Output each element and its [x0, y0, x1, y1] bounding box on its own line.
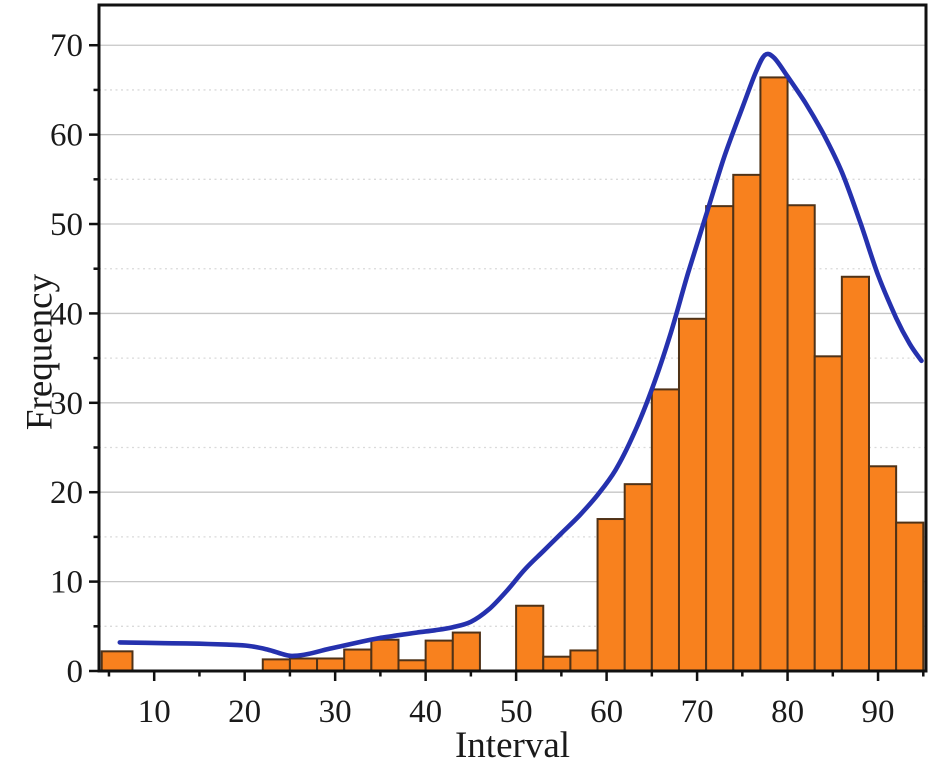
x-tick-label: 80: [771, 694, 804, 730]
histogram-bar: [677, 317, 708, 671]
x-tick-label: 20: [228, 694, 261, 730]
y-tick-labels: 0 10 20 30 40 50 60 70: [50, 28, 83, 690]
x-tick-label: 50: [500, 694, 533, 730]
x-tick-label: 60: [590, 694, 623, 730]
histogram-bar: [397, 659, 427, 671]
x-tick-label: 90: [862, 694, 895, 730]
histogram-bar: [515, 604, 545, 671]
histogram-bar: [623, 483, 653, 671]
plot-frame: [97, 3, 928, 673]
histogram-bar: [343, 648, 373, 671]
distribution-fit-curve: [117, 51, 924, 659]
x-tick-label: 70: [681, 694, 714, 730]
histogram-bar: [596, 518, 626, 671]
y-tick-label: 70: [50, 28, 83, 64]
histogram-bar: [569, 649, 599, 671]
histogram-bar: [786, 204, 816, 671]
histogram-bar: [100, 650, 134, 671]
y-tick-label: 0: [67, 654, 84, 690]
x-tick-labels: 10 20 30 40 50 60 70 80 90: [138, 694, 895, 730]
histogram-bar: [370, 638, 400, 671]
y-tick-label: 10: [50, 565, 83, 601]
histogram-bar: [424, 639, 454, 671]
histogram-bar: [895, 521, 925, 671]
y-tick-label: 20: [50, 475, 83, 511]
histogram-bar: [316, 657, 346, 671]
histogram-bar: [705, 205, 735, 671]
histogram-bar: [650, 388, 680, 671]
histogram-bar: [759, 76, 789, 671]
y-tick-label: 50: [50, 207, 83, 243]
x-axis-title: Interval: [454, 725, 571, 764]
histogram-bar: [451, 631, 481, 671]
y-tick-label: 60: [50, 118, 83, 154]
axis-ticks: [89, 43, 925, 681]
y-axis-title: Frequency: [19, 273, 61, 431]
y-tick-label: 40: [50, 296, 83, 332]
x-tick-label: 30: [319, 694, 352, 730]
y-tick-label: 30: [50, 386, 83, 422]
x-tick-label: 40: [409, 694, 442, 730]
histogram-bars: [100, 76, 925, 671]
histogram-bar: [261, 658, 291, 671]
histogram-bar: [840, 275, 870, 671]
histogram-bar: [867, 465, 898, 671]
histogram-bar: [813, 355, 843, 671]
histogram-bar: [732, 173, 762, 671]
x-tick-label: 10: [138, 694, 171, 730]
histogram-bar: [542, 655, 572, 671]
histogram-bar: [288, 657, 319, 671]
